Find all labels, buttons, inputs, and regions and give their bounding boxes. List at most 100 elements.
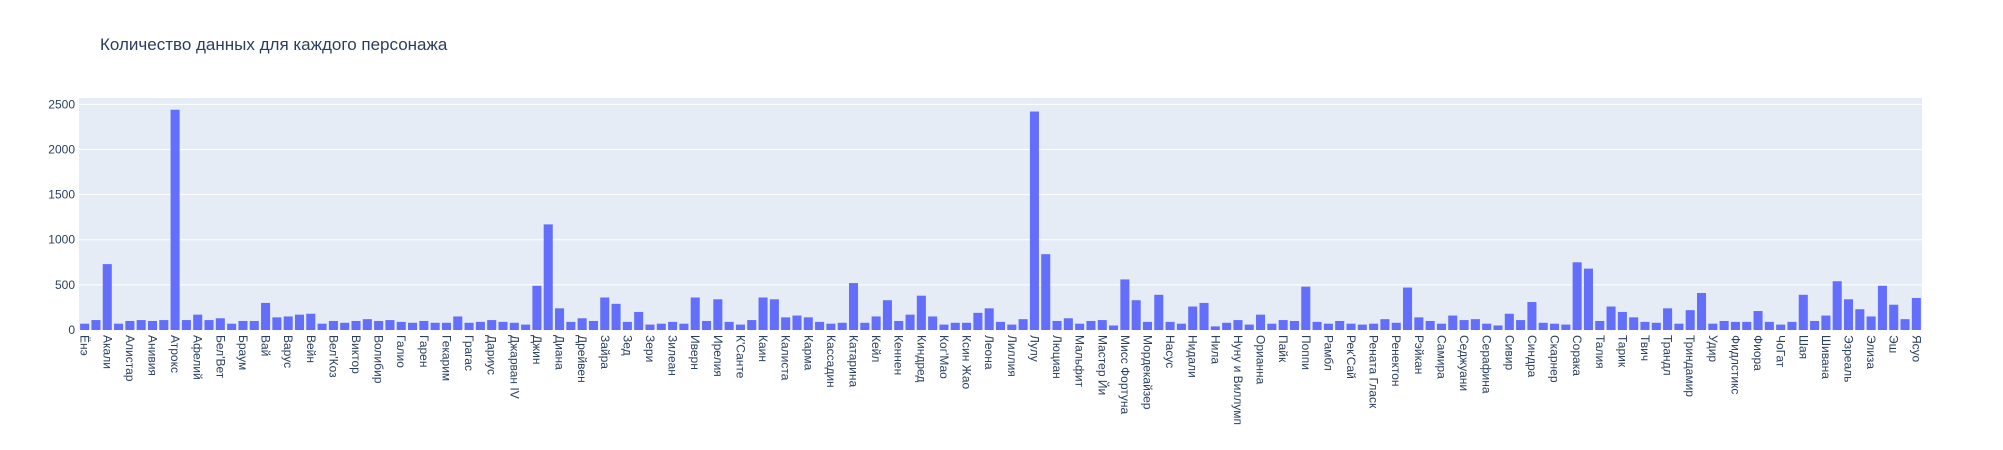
x-tick-label: Ясуо [1909,335,1923,363]
bar [1154,294,1164,330]
x-tick-label: Каин [756,335,770,362]
bar [1504,313,1514,330]
bar [1708,323,1718,330]
bar [430,322,440,330]
bar [1018,319,1028,330]
x-tick-label: Рената Гласк [1367,335,1381,409]
bar [204,320,214,330]
bar [1629,317,1639,330]
x-tick-label: Зед [620,335,634,356]
bar [622,321,632,330]
bar [566,321,576,330]
bar [1029,111,1039,330]
bar [114,323,124,330]
y-tick-label: 2000 [48,142,75,156]
bar [1538,322,1548,330]
bar [1730,321,1740,330]
bar [973,312,983,330]
x-tick-label: Грагас [462,335,476,371]
bar [928,316,938,330]
bar [1007,324,1017,330]
y-tick-label: 2500 [48,97,75,111]
bar [498,321,508,330]
y-tick-label: 1500 [48,188,75,202]
x-tick-label: Браум [236,335,250,370]
x-tick-label: Киндред [914,335,928,382]
x-tick-label: Нидали [1186,335,1200,378]
bar [1866,316,1876,330]
bar [1109,325,1119,330]
bar [702,320,712,330]
bar [1131,300,1141,330]
bar [1301,286,1311,330]
x-tick-label: Удир [1706,335,1720,362]
bar [1199,302,1209,330]
bar [1595,320,1605,330]
bar [1391,322,1401,330]
bar [871,316,881,330]
bar [758,297,768,330]
bar [1900,319,1910,330]
x-tick-label: Атрокс [168,335,182,373]
bar [1448,315,1458,330]
bar [1843,299,1854,330]
bar [1414,317,1424,330]
bar [1267,323,1277,330]
bar [441,322,451,330]
bar [1052,320,1062,330]
bar [272,317,282,330]
x-tick-label: Иверн [688,335,702,370]
x-tick-label: ЧоГат [1774,335,1788,368]
bar [215,318,225,330]
x-tick-label: Мастер Йи [1095,335,1110,395]
bar [1222,322,1232,330]
bar [690,297,700,330]
x-tick-label: Калиста [779,335,793,381]
bar [1719,320,1729,330]
bar [147,320,158,330]
bar [1787,321,1797,330]
bar [1640,321,1650,330]
bar [1776,324,1786,330]
x-tick-label: Джарван IV [507,335,521,399]
bar [1278,320,1288,330]
bar [170,109,180,330]
x-tick-label: Эш [1887,335,1901,353]
bar [1877,285,1887,330]
bar [588,320,598,330]
x-tick-label: Талия [1593,335,1607,369]
bar [713,299,723,330]
bar [374,320,384,330]
bar [826,323,836,330]
bar [408,322,418,330]
x-tick-label: Трандл [1661,335,1675,376]
bar [419,320,429,330]
bar [962,322,972,330]
x-tick-label: Галио [394,335,408,368]
x-tick-label: Рек'Сай [1344,335,1358,379]
x-tick-label: Рэйкан [1412,335,1426,374]
bar [803,317,813,330]
bar [340,322,350,330]
x-tick-label: Карма [801,335,815,371]
bar [181,320,191,330]
bar [1855,309,1865,330]
x-tick-label: Пайк [1276,335,1290,363]
bar [916,295,926,330]
bar [396,321,406,330]
bar [1357,324,1367,330]
x-tick-label: Алистар [123,335,137,382]
bar [249,320,259,330]
x-tick-label: Ксин Жао [960,335,974,390]
bar [1369,323,1379,330]
bar [159,320,169,330]
bar [645,324,655,330]
bar [1188,306,1198,330]
bar [848,283,859,330]
x-tick-label: Твич [1638,335,1652,361]
y-tick-label: 0 [68,323,75,337]
bar [950,322,960,330]
bar [1516,320,1526,330]
x-tick-label: Синдра [1525,335,1539,378]
